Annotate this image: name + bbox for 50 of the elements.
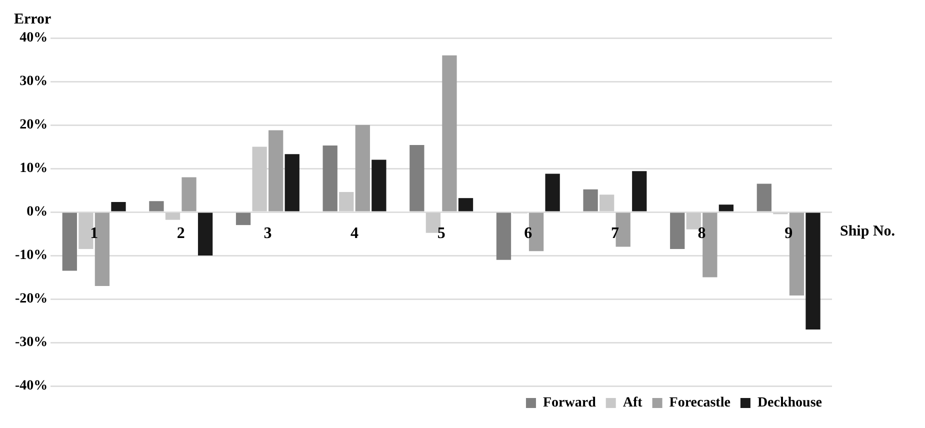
- bar: [165, 212, 180, 220]
- bar: [236, 212, 251, 226]
- legend-label: Deckhouse: [757, 396, 822, 411]
- bar: [252, 146, 267, 212]
- x-tick-label: 6: [524, 225, 532, 242]
- y-tick-label: 20%: [20, 118, 48, 133]
- bar: [62, 212, 77, 271]
- y-tick-label: 30%: [20, 74, 48, 90]
- y-tick-label: -30%: [14, 335, 48, 350]
- bar: [718, 204, 734, 212]
- bar: [355, 125, 370, 212]
- bar: [372, 160, 386, 212]
- x-tick-label: 7: [610, 225, 619, 242]
- y-axis-title: Error: [14, 11, 52, 28]
- bar: [806, 212, 820, 330]
- bar: [198, 212, 213, 256]
- bar: [111, 202, 126, 212]
- y-tick-label: -40%: [14, 378, 48, 394]
- bar: [322, 145, 338, 212]
- x-tick-label: 8: [698, 225, 706, 242]
- bar: [149, 201, 164, 212]
- x-axis-title: Ship No.: [840, 223, 896, 240]
- y-tick-label: -20%: [14, 292, 48, 307]
- bar: [442, 55, 457, 212]
- y-tick-label: 0%: [26, 204, 48, 220]
- x-tick-label: 1: [90, 225, 98, 242]
- x-tick-label: 9: [784, 225, 793, 242]
- bar: [410, 145, 424, 212]
- y-tick-label: -10%: [14, 248, 48, 264]
- bar: [458, 198, 474, 212]
- bar: [632, 171, 647, 212]
- bar: [496, 212, 512, 260]
- bar: [756, 184, 772, 212]
- bar: [670, 212, 685, 249]
- bar: [268, 130, 284, 212]
- x-tick-label: 2: [176, 225, 185, 242]
- y-tick-label: 10%: [20, 161, 48, 176]
- bar: [599, 194, 614, 212]
- y-tick-label: 40%: [20, 30, 48, 46]
- x-tick-label: 4: [350, 225, 359, 242]
- x-tick-label: 5: [437, 225, 446, 242]
- legend-label: Forecastle: [669, 396, 730, 411]
- legend-label: Aft: [622, 396, 643, 411]
- bar: [284, 154, 300, 212]
- bar: [182, 177, 196, 212]
- bar: [545, 174, 560, 212]
- x-tick-label: 3: [264, 225, 272, 242]
- bar: [339, 192, 354, 212]
- legend-label: Forward: [542, 396, 596, 411]
- bar: [583, 189, 598, 212]
